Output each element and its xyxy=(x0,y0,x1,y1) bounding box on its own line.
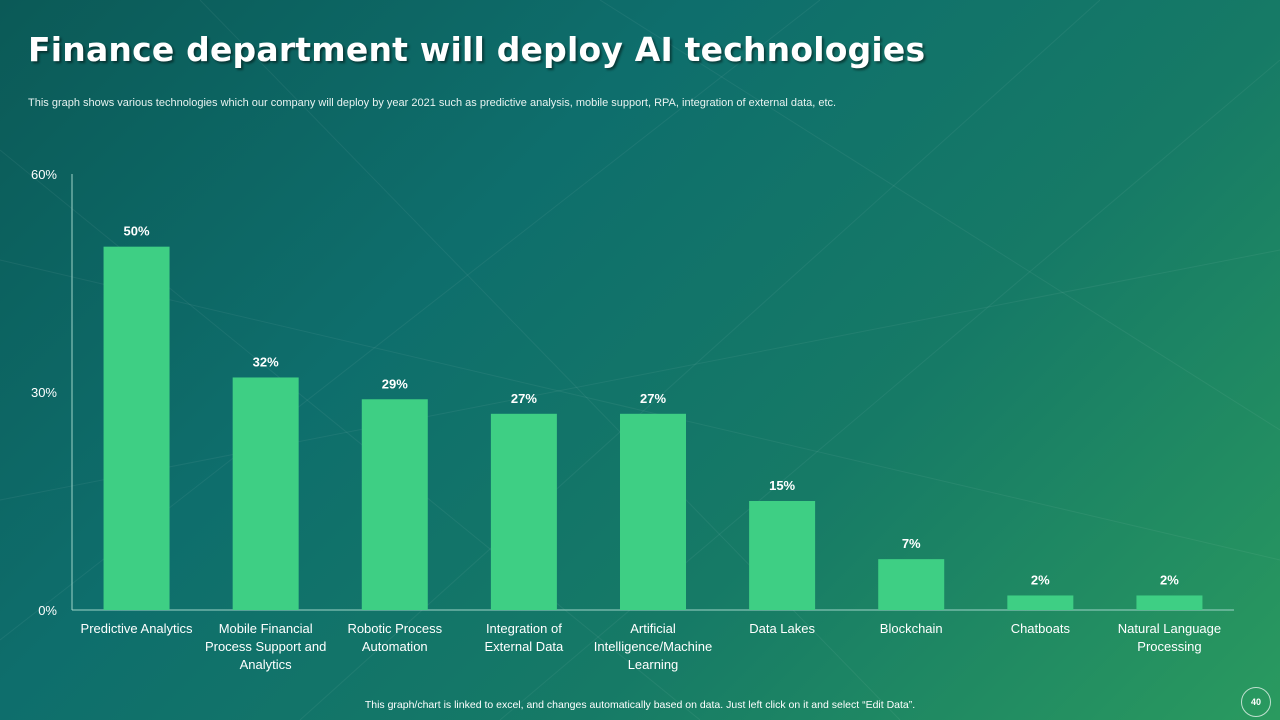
x-tick-label-line: Process Support and xyxy=(205,639,326,654)
bar-data-label: 2% xyxy=(1160,572,1179,587)
bar[interactable] xyxy=(749,501,816,610)
x-tick-label-line: Predictive Analytics xyxy=(81,621,193,636)
page-subtitle: This graph shows various technologies wh… xyxy=(28,97,837,109)
x-tick-label: Mobile Financial Process Support and Analy… xyxy=(205,621,326,672)
y-tick-label: 60% xyxy=(31,167,57,182)
x-tick-label-line: Chatboats xyxy=(1011,621,1071,636)
x-tick-label-line: Natural Language xyxy=(1118,621,1221,636)
x-tick-label-line: Integration of xyxy=(486,621,562,636)
x-tick-label-line: External Data xyxy=(485,639,565,654)
x-tick-label-line: Automation xyxy=(362,639,428,654)
x-tick-label-line: Data Lakes xyxy=(749,621,815,636)
x-tick-label-line: Artificial xyxy=(630,621,676,636)
x-tick-label-line: Robotic Process xyxy=(347,621,442,636)
bar[interactable] xyxy=(361,399,428,610)
bar-data-label: 29% xyxy=(382,376,408,391)
bar-data-label: 7% xyxy=(902,536,921,551)
footer-note: This graph/chart is linked to excel, and… xyxy=(364,699,916,711)
y-tick-label: 30% xyxy=(31,385,57,400)
x-tick-label: Integration of External Data xyxy=(485,621,565,654)
page-title: Finance department will deploy AI techno… xyxy=(28,30,926,69)
x-tick-label-line: Learning xyxy=(628,657,679,672)
bar[interactable] xyxy=(232,377,299,610)
x-tick-label: Natural Language Processing xyxy=(1118,621,1221,654)
x-tick-label-line: Processing xyxy=(1137,639,1201,654)
x-tick-label: Chatboats xyxy=(1011,621,1071,636)
bar-data-label: 15% xyxy=(769,478,795,493)
bar-data-label: 27% xyxy=(511,391,537,406)
bar[interactable] xyxy=(1136,595,1203,610)
bar[interactable] xyxy=(1007,595,1074,610)
x-tick-label: Robotic Process Automation xyxy=(347,621,442,654)
x-tick-label: Artificial Intelligence/Machine Learning xyxy=(594,621,713,672)
bar[interactable] xyxy=(103,246,170,610)
bar[interactable] xyxy=(620,413,686,610)
bar-data-label: 2% xyxy=(1031,572,1050,587)
y-tick-label: 0% xyxy=(38,603,57,618)
x-tick-label-line: Blockchain xyxy=(880,621,943,636)
bar-data-label: 27% xyxy=(640,391,666,406)
bar[interactable] xyxy=(878,559,945,610)
x-tick-label: Predictive Analytics xyxy=(81,621,193,636)
x-tick-label: Data Lakes xyxy=(749,621,815,636)
bar[interactable] xyxy=(490,413,557,610)
x-tick-label-line: Intelligence/Machine xyxy=(594,639,713,654)
page-number: 40 xyxy=(1241,687,1271,717)
bar-data-label: 32% xyxy=(253,354,279,369)
x-tick-label-line: Mobile Financial xyxy=(219,621,313,636)
x-tick-label: Blockchain xyxy=(880,621,943,636)
x-tick-label-line: Analytics xyxy=(240,657,293,672)
bar-data-label: 50% xyxy=(124,224,150,239)
